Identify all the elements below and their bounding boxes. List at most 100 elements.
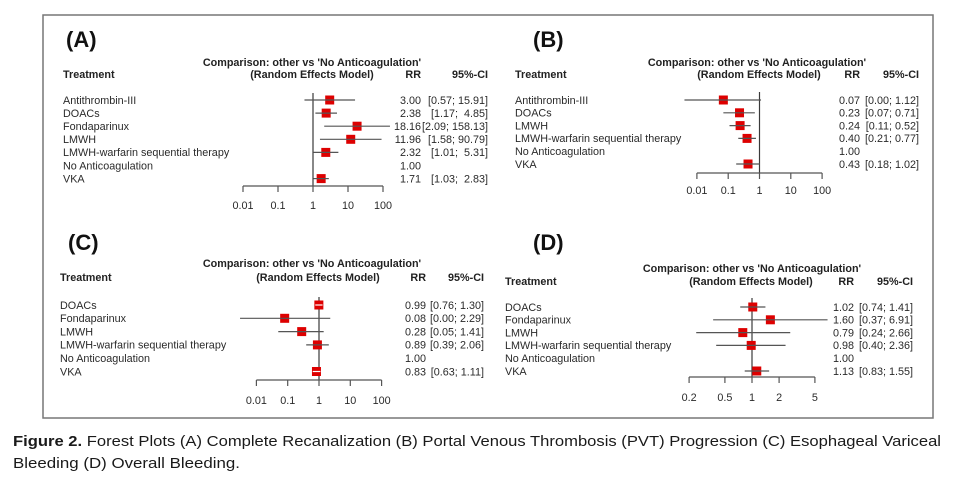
figure-caption-line-2: Bleeding (D) Overall Bleeding. — [13, 455, 240, 472]
model-subtitle: (Random Effects Model) — [256, 272, 380, 284]
ci-value: [0.21; 0.77] — [865, 133, 919, 145]
treatment-column-header: Treatment — [515, 69, 567, 81]
x-tick-label: 1 — [756, 185, 762, 197]
treatment-label: Fondaparinux — [60, 313, 127, 325]
panel-label: (A) — [66, 27, 97, 52]
figure-frame — [42, 14, 934, 419]
treatment-label: No Anticoagulation — [505, 353, 595, 365]
rr-column-header: RR — [844, 69, 860, 81]
rr-value: 1.60 — [833, 315, 854, 327]
treatment-label: VKA — [505, 366, 527, 378]
ci-value: [0.11; 0.52] — [866, 120, 919, 132]
x-tick-label: 0.1 — [721, 185, 736, 197]
rr-value: 0.43 — [839, 159, 860, 171]
rr-value: 0.28 — [405, 326, 426, 338]
ci-value: [0.24; 2.66] — [859, 327, 913, 339]
rr-column-header: RR — [410, 272, 426, 284]
treatment-label: No Anticoagulation — [63, 160, 153, 172]
x-tick-label: 5 — [812, 392, 818, 404]
ci-value: [0.39; 2.06] — [430, 340, 484, 352]
treatment-label: LMWH — [60, 326, 93, 338]
ci-value: [0.00; 2.29] — [430, 313, 484, 325]
rr-value: 0.83 — [405, 366, 426, 378]
treatment-label: LMWH — [505, 327, 538, 339]
x-tick-label: 100 — [373, 395, 391, 407]
x-tick-label: 0.01 — [686, 185, 707, 197]
ci-value: [0.07; 0.71] — [865, 108, 919, 120]
treatment-label: DOACs — [63, 108, 100, 120]
treatment-label: Antithrombin-III — [63, 95, 136, 107]
figure-caption-text: Forest Plots (A) Complete Recanalization… — [82, 433, 941, 450]
ci-value: [1.17; 4.85] — [431, 108, 488, 120]
treatment-label: LMWH — [63, 134, 96, 146]
ci-value: [2.09; 158.13] — [422, 121, 488, 133]
treatment-label: VKA — [63, 173, 85, 185]
x-tick-label: 100 — [813, 185, 831, 197]
treatment-label: LMWH-warfarin sequential therapy — [505, 340, 672, 352]
x-tick-label: 0.1 — [280, 395, 295, 407]
rr-value: 0.98 — [833, 340, 854, 352]
treatment-label: LMWH-warfarin sequential therapy — [515, 133, 682, 145]
rr-value: 0.08 — [405, 313, 426, 325]
ci-column-header: 95%-CI — [883, 69, 919, 81]
panel-label: (C) — [68, 230, 99, 255]
ci-column-header: 95%-CI — [452, 69, 488, 81]
panel-label: (B) — [533, 27, 564, 52]
rr-value: 1.71 — [400, 173, 421, 185]
treatment-label: No Anticoagulation — [60, 353, 150, 365]
ci-value: [1.03; 2.83] — [431, 173, 488, 185]
treatment-label: LMWH-warfarin sequential therapy — [60, 340, 227, 352]
forest-panel-b: (B) Comparison: other vs 'No Anticoagulat… — [515, 27, 919, 197]
ci-value: [0.40; 2.36] — [859, 340, 913, 352]
treatment-label: LMWH-warfarin sequential therapy — [63, 147, 230, 159]
ci-value: [0.18; 1.02] — [865, 159, 919, 171]
ci-value: [1.01; 5.31] — [431, 147, 488, 159]
x-tick-label: 1 — [310, 200, 316, 212]
ci-value: [0.63; 1.11] — [431, 366, 484, 378]
x-tick-label: 0.5 — [717, 392, 732, 404]
forest-panels: (A) Comparison: other vs 'No Anticoagulat… — [60, 27, 919, 407]
ci-column-header: 95%-CI — [877, 276, 913, 288]
rr-value: 1.00 — [833, 353, 854, 365]
comparison-title: Comparison: other vs 'No Anticoagulation… — [648, 57, 867, 69]
treatment-label: Antithrombin-III — [515, 95, 588, 107]
rr-value: 1.00 — [839, 146, 860, 158]
rr-value: 18.16 — [394, 121, 421, 133]
rr-value: 1.00 — [405, 353, 426, 365]
panel-label: (D) — [533, 230, 564, 255]
treatment-column-header: Treatment — [505, 276, 557, 288]
rr-column-header: RR — [838, 276, 854, 288]
ci-value: [0.05; 1.41] — [430, 326, 484, 338]
ci-value: [0.57; 15.91] — [428, 95, 488, 107]
x-tick-label: 100 — [374, 200, 392, 212]
treatment-column-header: Treatment — [60, 272, 112, 284]
ci-value: [0.83; 1.55] — [859, 366, 913, 378]
model-subtitle: (Random Effects Model) — [250, 69, 374, 81]
x-tick-label: 10 — [785, 185, 797, 197]
treatment-label: LMWH — [515, 120, 548, 132]
x-tick-label: 10 — [342, 200, 354, 212]
figure-caption-label: Figure 2. — [13, 433, 82, 450]
ci-column-header: 95%-CI — [448, 272, 484, 284]
comparison-title: Comparison: other vs 'No Anticoagulation… — [203, 57, 422, 69]
x-tick-label: 0.1 — [270, 200, 285, 212]
rr-value: 0.23 — [839, 108, 860, 120]
treatment-column-header: Treatment — [63, 69, 115, 81]
ci-value: [0.37; 6.91] — [859, 315, 913, 327]
treatment-label: Fondaparinux — [63, 121, 130, 133]
rr-value: 3.00 — [400, 95, 421, 107]
treatment-label: Fondaparinux — [505, 315, 572, 327]
rr-value: 1.00 — [400, 160, 421, 172]
rr-value: 0.24 — [839, 120, 860, 132]
rr-value: 11.96 — [395, 134, 421, 146]
model-subtitle: (Random Effects Model) — [689, 276, 813, 288]
rr-value: 2.32 — [400, 147, 421, 159]
treatment-label: No Anticoagulation — [515, 146, 605, 158]
treatment-label: VKA — [60, 366, 82, 378]
rr-value: 0.89 — [405, 340, 426, 352]
x-tick-label: 10 — [344, 395, 356, 407]
model-subtitle: (Random Effects Model) — [697, 69, 821, 81]
rr-value: 0.79 — [833, 327, 854, 339]
